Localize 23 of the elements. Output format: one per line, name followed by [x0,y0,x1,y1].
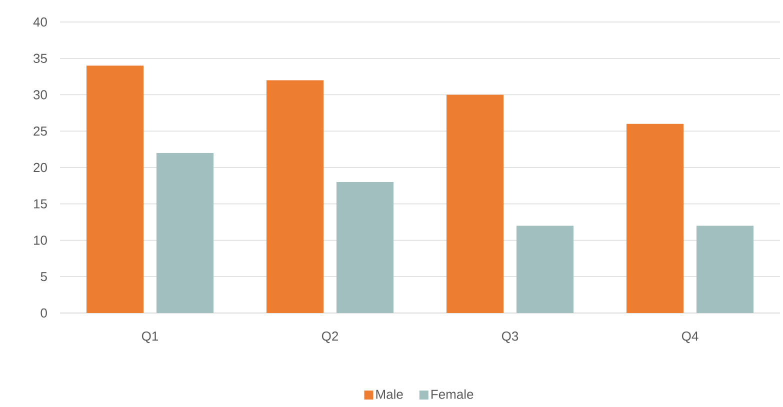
y-tick-label: 0 [40,308,47,318]
x-tick-label: Q1 [142,332,158,344]
y-tick-label: 20 [34,162,47,172]
y-tick-label: 40 [33,17,47,27]
bar [156,152,214,313]
bar [626,124,684,313]
legend-label: Male [376,389,403,399]
y-tick-label: 25 [34,126,47,136]
x-tick-label: Q4 [682,332,698,344]
bar [336,182,394,313]
y-tick-label: 30 [34,90,47,100]
bar [86,66,144,313]
legend-label: Female [431,389,474,399]
x-tick-label: Q2 [322,332,338,344]
y-tick-label: 35 [34,54,47,63]
x-tick-label: Q3 [502,332,518,344]
bar [696,226,754,313]
bar [446,94,504,313]
bar [516,226,574,313]
y-tick-label: 10 [34,236,47,245]
bar [266,80,324,313]
y-tick-label: 15 [34,199,47,208]
y-tick-label: 5 [40,272,47,282]
